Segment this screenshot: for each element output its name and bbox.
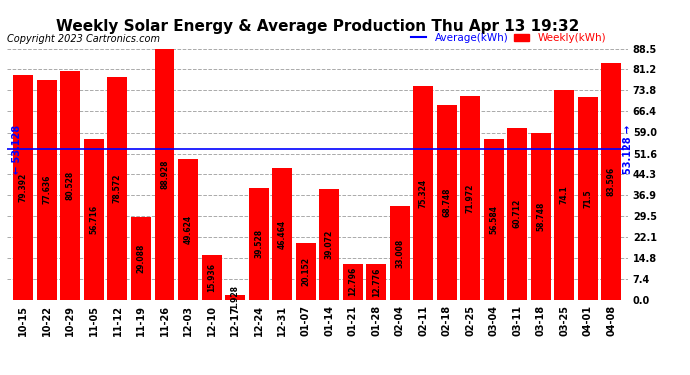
Text: Copyright 2023 Cartronics.com: Copyright 2023 Cartronics.com xyxy=(7,34,160,44)
Bar xyxy=(155,48,175,300)
Bar xyxy=(61,71,81,300)
Text: 12.796: 12.796 xyxy=(348,267,357,297)
Bar xyxy=(578,97,598,300)
Text: 79.392: 79.392 xyxy=(19,172,28,202)
Text: 88.928: 88.928 xyxy=(160,159,169,189)
Bar xyxy=(554,90,574,300)
Text: 80.528: 80.528 xyxy=(66,171,75,200)
Bar xyxy=(602,63,622,300)
Text: 74.1: 74.1 xyxy=(560,186,569,204)
Text: 29.088: 29.088 xyxy=(137,244,146,273)
Bar xyxy=(248,188,268,300)
Bar xyxy=(343,264,363,300)
Bar xyxy=(84,139,104,300)
Text: 39.528: 39.528 xyxy=(254,230,263,258)
Bar xyxy=(272,168,292,300)
Bar xyxy=(366,264,386,300)
Text: 20.152: 20.152 xyxy=(301,257,310,286)
Text: 12.776: 12.776 xyxy=(372,267,381,297)
Bar xyxy=(460,96,480,300)
Bar xyxy=(13,75,33,300)
Text: Weekly Solar Energy & Average Production Thu Apr 13 19:32: Weekly Solar Energy & Average Production… xyxy=(56,19,579,34)
Text: 60.712: 60.712 xyxy=(513,199,522,228)
Text: 33.008: 33.008 xyxy=(395,238,404,268)
Bar xyxy=(437,105,457,300)
Bar xyxy=(37,80,57,300)
Bar xyxy=(295,243,315,300)
Text: 58.748: 58.748 xyxy=(536,202,545,231)
Bar xyxy=(319,189,339,300)
Text: ← 53.128: ← 53.128 xyxy=(12,124,21,174)
Bar xyxy=(390,206,410,300)
Text: 1.928: 1.928 xyxy=(230,285,239,309)
Text: 71.972: 71.972 xyxy=(466,183,475,213)
Bar xyxy=(507,128,527,300)
Bar xyxy=(131,217,151,300)
Legend: Average(kWh), Weekly(kWh): Average(kWh), Weekly(kWh) xyxy=(406,29,610,47)
Text: 56.716: 56.716 xyxy=(90,205,99,234)
Text: 39.072: 39.072 xyxy=(325,230,334,259)
Text: 53.128 →: 53.128 → xyxy=(623,124,633,174)
Bar xyxy=(225,294,245,300)
Bar xyxy=(484,140,504,300)
Text: 15.936: 15.936 xyxy=(207,263,216,292)
Bar xyxy=(413,86,433,300)
Text: 83.596: 83.596 xyxy=(607,167,616,196)
Text: 68.748: 68.748 xyxy=(442,188,451,217)
Text: 77.636: 77.636 xyxy=(42,175,51,204)
Text: 49.624: 49.624 xyxy=(184,215,193,244)
Bar xyxy=(201,255,221,300)
Text: 46.464: 46.464 xyxy=(277,219,286,249)
Bar xyxy=(108,77,128,300)
Text: 78.572: 78.572 xyxy=(113,174,122,203)
Bar xyxy=(531,133,551,300)
Bar xyxy=(178,159,198,300)
Text: 75.324: 75.324 xyxy=(419,178,428,208)
Text: 56.584: 56.584 xyxy=(489,205,498,234)
Text: 71.5: 71.5 xyxy=(584,189,593,208)
